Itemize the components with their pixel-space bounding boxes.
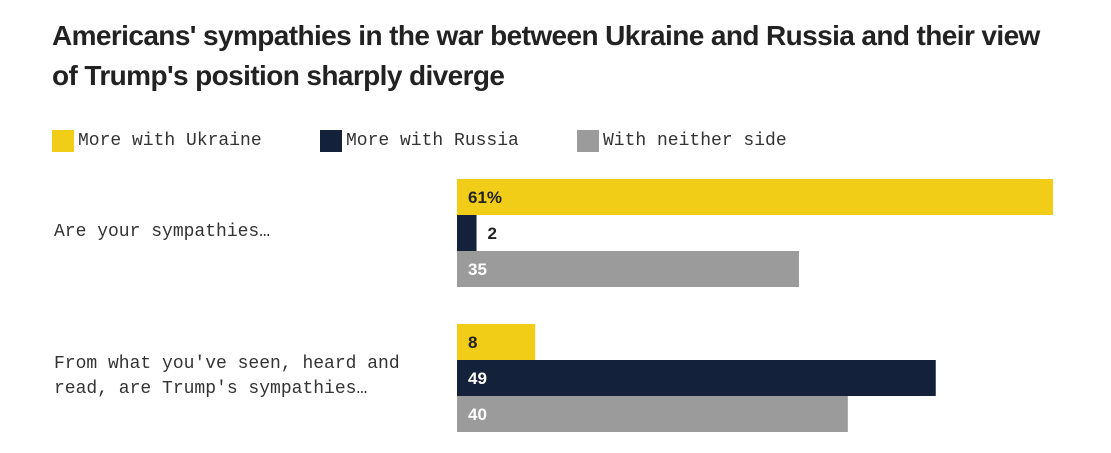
legend-label-neither: With neither side [603,131,787,151]
legend-item-russia: More with Russia [320,128,519,154]
legend-item-neither: With neither side [577,128,787,154]
data-label-neither-q2: 40 [468,405,487,424]
legend-label-russia: More with Russia [346,131,519,151]
legend-swatch-neither [577,130,599,152]
bar-ukraine-q2 [457,324,536,360]
legend-label-ukraine: More with Ukraine [78,131,262,151]
legend-swatch-russia [320,130,342,152]
data-label-russia-q1: 2 [488,224,497,243]
bar-neither-q1 [457,251,799,287]
chart-title: Americans' sympathies in the war between… [52,20,1040,91]
question-label-2: From what you've seen, heard and read, a… [54,354,400,399]
bar-neither-q2 [457,396,848,432]
legend-swatch-ukraine [52,130,74,152]
data-label-russia-q2: 49 [468,369,487,388]
data-label-ukraine-q1: 61% [468,188,502,207]
bar-russia-q1 [457,215,477,251]
question-label-1: Are your sympathies… [54,222,271,242]
legend-item-ukraine: More with Ukraine [52,128,262,154]
data-label-neither-q1: 35 [468,260,487,279]
bar-russia-q2 [457,360,936,396]
bar-ukraine-q1 [457,179,1053,215]
data-label-ukraine-q2: 8 [468,333,477,352]
